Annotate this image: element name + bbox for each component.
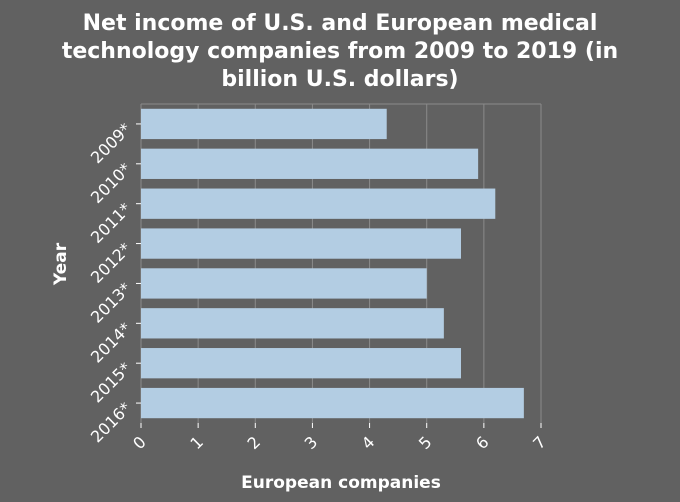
bar-layer [141, 108, 524, 419]
y-axis-label: Year [51, 242, 71, 286]
bar-2010 [141, 148, 479, 179]
bar-2014 [141, 308, 444, 339]
bar-2015 [141, 348, 461, 379]
chart-title-line-2: technology companies from 2009 to 2019 (… [62, 39, 618, 64]
chart-title-line-3: billion U.S. dollars) [221, 67, 458, 92]
bar-2012 [141, 228, 461, 259]
chart-title-line-1: Net income of U.S. and European medical [83, 11, 598, 36]
x-axis-label: European companies [241, 473, 441, 493]
bar-2009 [141, 108, 387, 140]
bar-2011 [141, 188, 496, 219]
bar-2016 [141, 387, 524, 419]
bar-2013 [141, 268, 427, 299]
